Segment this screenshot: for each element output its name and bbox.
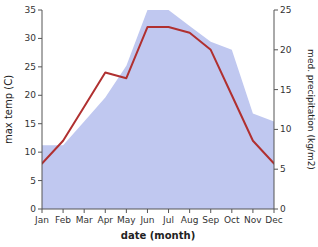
y-tick: [38, 10, 42, 11]
x-tick: [231, 209, 232, 213]
y2-tick-label: 15: [280, 85, 291, 95]
x-tick-label: Sep: [202, 215, 219, 225]
precipitation-area: [42, 10, 274, 209]
y2-tick: [274, 49, 278, 50]
y2-tick-label: 10: [280, 124, 292, 134]
y2-tick: [274, 89, 278, 90]
y2-tick: [274, 209, 278, 210]
x-tick-label: May: [117, 215, 136, 225]
x-tick: [274, 209, 275, 213]
x-axis-label: date (month): [121, 230, 195, 241]
x-axis-line: [42, 209, 274, 210]
x-tick-label: Feb: [55, 215, 71, 225]
y2-tick-label: 25: [280, 5, 291, 15]
x-tick-label: Aug: [181, 215, 199, 225]
x-tick: [189, 209, 190, 213]
x-tick: [42, 209, 43, 213]
y-tick-label: 30: [25, 33, 37, 43]
y-tick: [38, 66, 42, 67]
x-tick-label: Jan: [34, 215, 49, 225]
y2-axis-line: [274, 10, 275, 209]
y-tick-label: 0: [30, 204, 36, 214]
chart-container: JanFebMarAprMayJunJulAugSepOctNovDec0510…: [0, 0, 318, 247]
y-tick: [38, 209, 42, 210]
y-tick-label: 25: [25, 62, 36, 72]
y-tick: [38, 95, 42, 96]
y2-tick: [274, 10, 278, 11]
x-tick: [63, 209, 64, 213]
x-tick-label: Apr: [97, 215, 113, 225]
x-tick-label: Dec: [265, 215, 282, 225]
x-tick: [105, 209, 106, 213]
y2-axis-label: med. precipitation (kg/m2): [306, 49, 316, 170]
x-tick-label: Mar: [76, 215, 93, 225]
y-tick: [38, 123, 42, 124]
x-tick-label: Jul: [162, 215, 174, 225]
y2-tick-label: 20: [280, 45, 292, 55]
x-tick: [210, 209, 211, 213]
y-tick: [38, 38, 42, 39]
y-tick-label: 10: [25, 147, 37, 157]
y-tick: [38, 180, 42, 181]
y-tick-label: 15: [25, 119, 36, 129]
x-tick: [147, 209, 148, 213]
plot-data: [42, 10, 274, 209]
y-tick-label: 20: [25, 90, 37, 100]
axes: JanFebMarAprMayJunJulAugSepOctNovDec0510…: [3, 5, 316, 241]
y-axis-line: [42, 10, 43, 209]
y-tick-label: 5: [30, 176, 36, 186]
x-tick: [252, 209, 253, 213]
x-tick: [168, 209, 169, 213]
x-tick-label: Nov: [244, 215, 262, 225]
x-tick: [84, 209, 85, 213]
chart-svg: JanFebMarAprMayJunJulAugSepOctNovDec0510…: [0, 0, 318, 247]
y-tick-label: 35: [25, 5, 36, 15]
y2-tick-label: 0: [280, 204, 286, 214]
y2-tick-label: 5: [280, 164, 286, 174]
y2-tick: [274, 169, 278, 170]
x-tick-label: Oct: [224, 215, 240, 225]
y-tick: [38, 152, 42, 153]
x-tick: [126, 209, 127, 213]
y2-tick: [274, 129, 278, 130]
x-tick-label: Jun: [139, 215, 154, 225]
y-axis-label: max temp (C): [3, 75, 14, 144]
temperature-line: [42, 27, 274, 163]
